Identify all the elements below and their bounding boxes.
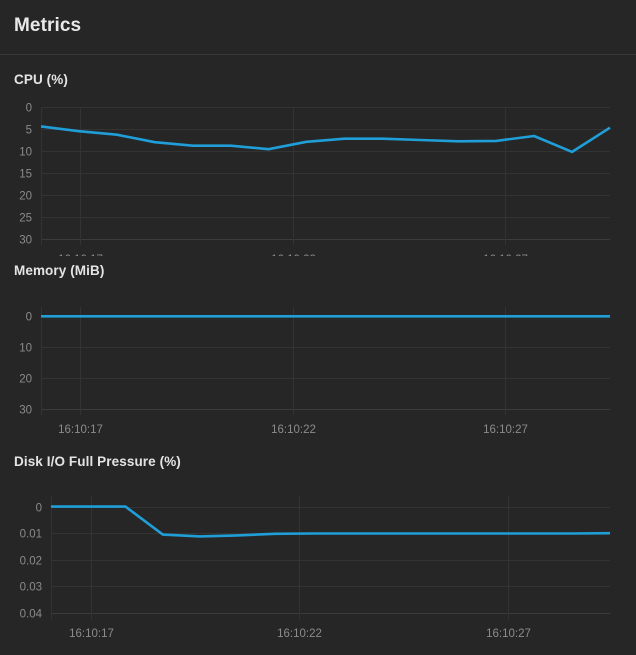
chart-plot-disk[interactable]: 0.04 0.03 0.02 0.01 0 16:10:17 16:10:22 16:10:2…	[0, 478, 636, 653]
x-axis-tick-label: 16:10:27	[486, 628, 531, 640]
y-axis-tick-label: 0.02	[20, 556, 42, 568]
chart-svg-memory: 30 20 10 0 16:10:17 16:10:22 16:10:27	[19, 307, 610, 436]
x-axis-tick-label: 16:10:17	[69, 628, 114, 640]
x-axis-tick-label: 16:10:27	[483, 424, 528, 436]
x-axis-tick-label: 16:10:22	[271, 424, 316, 436]
chart-plot-cpu[interactable]: 30 25 20 15 10 5 0 16:10:17 16:10:22 16:10:27	[0, 96, 636, 256]
series-line-cpu	[40, 125, 611, 154]
y-axis-tick-label: 20	[19, 191, 32, 203]
chart-plot-memory[interactable]: 30 20 10 0 16:10:17 16:10:22 16:10:27	[0, 287, 636, 447]
y-axis-tick-label: 0.03	[20, 582, 42, 594]
x-axis-tick-label: 16:10:22	[271, 254, 316, 256]
y-axis-tick-label: 10	[19, 343, 32, 355]
y-axis-tick-label: 10	[19, 147, 32, 159]
y-axis-tick-label: 0.04	[20, 609, 43, 621]
x-axis-tick-label: 16:10:17	[58, 254, 103, 256]
y-axis-tick-label: 0	[36, 503, 42, 515]
y-axis-tick-label: 0	[26, 312, 32, 324]
y-axis-tick-label: 0.01	[20, 529, 42, 541]
y-axis-tick-label: 25	[19, 213, 32, 225]
chart-title-memory: Memory (MiB)	[14, 263, 105, 278]
chart-svg-disk: 0.04 0.03 0.02 0.01 0 16:10:17 16:10:22 16:10:2…	[20, 496, 611, 640]
y-axis-tick-label: 15	[19, 169, 32, 181]
x-axis-tick-label: 16:10:27	[483, 254, 528, 256]
chart-title-cpu: CPU (%)	[14, 72, 68, 87]
y-axis-tick-label: 30	[19, 405, 32, 417]
x-axis-tick-label: 16:10:22	[277, 628, 322, 640]
chart-title-disk: Disk I/O Full Pressure (%)	[14, 454, 181, 469]
y-axis-tick-label: 20	[19, 374, 32, 386]
chart-svg-cpu: 30 25 20 15 10 5 0 16:10:17 16:10:22 16:10:27	[19, 103, 611, 256]
y-axis-tick-label: 0	[26, 103, 32, 115]
y-axis-tick-label: 30	[19, 235, 32, 247]
page-title: Metrics	[14, 15, 82, 36]
series-line-disk	[51, 505, 611, 538]
y-axis-tick-label: 5	[26, 125, 32, 137]
page-header: Metrics	[0, 0, 636, 55]
x-axis-tick-label: 16:10:17	[58, 424, 103, 436]
